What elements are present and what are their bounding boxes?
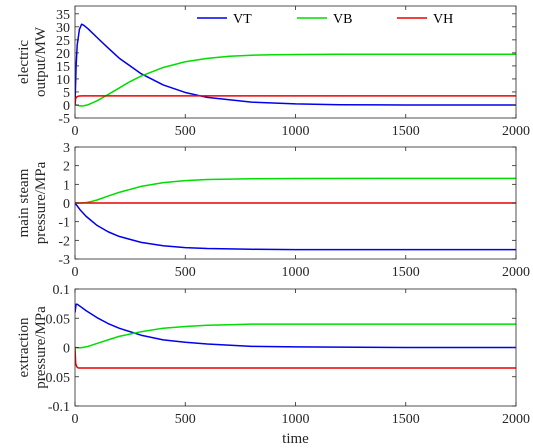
y-axis-label-line: electric — [16, 40, 32, 84]
y-tick-label: -5 — [58, 112, 70, 127]
y-tick-label: -0.1 — [48, 400, 70, 415]
y-tick-label: 2 — [63, 160, 70, 175]
x-tick-label: 2000 — [502, 124, 530, 139]
y-tick-label: -0.05 — [41, 371, 70, 386]
series-line-vh — [75, 347, 516, 369]
x-tick-label: 500 — [175, 124, 196, 139]
y-axis-label: electricoutput/MW — [16, 26, 49, 97]
y-tick-label: 15 — [56, 60, 70, 75]
x-tick-label: 500 — [175, 265, 196, 280]
y-tick-label: 30 — [56, 21, 70, 36]
x-tick-label: 0 — [72, 124, 79, 139]
y-tick-label: 0 — [63, 197, 70, 212]
series-line-vb — [75, 323, 516, 349]
legend-label-vh: VH — [433, 12, 453, 27]
y-tick-label: 0.05 — [46, 312, 71, 327]
y-axis-label-line: pressure/MPa — [33, 161, 49, 244]
y-tick-label: 10 — [56, 73, 70, 88]
y-tick-label: 0.1 — [53, 283, 71, 298]
series-line-vt — [75, 23, 516, 106]
series-line-vh — [75, 95, 516, 106]
x-tick-label: 500 — [175, 412, 196, 427]
x-tick-label: 1500 — [392, 265, 420, 280]
series-line-vb — [75, 53, 516, 107]
y-tick-label: 1 — [63, 178, 70, 193]
x-tick-label: 1000 — [282, 124, 310, 139]
subplot-1: 0 500 1000 1500 2000-505101520253035electric… — [16, 5, 530, 139]
series-line-vt — [75, 303, 516, 349]
y-tick-label: 25 — [56, 34, 70, 49]
series-line-vt — [75, 202, 516, 251]
y-axis-label: main steampressure/MPa — [16, 161, 49, 244]
y-tick-label: -2 — [58, 234, 70, 249]
y-tick-label: 0 — [63, 99, 70, 114]
x-tick-label: 1000 — [282, 265, 310, 280]
x-tick-label: 1500 — [392, 124, 420, 139]
y-axis-label-line: pressure/MPa — [33, 306, 49, 389]
x-axis-label: time — [282, 431, 309, 447]
y-axis-label-line: output/MW — [33, 26, 49, 97]
y-axis-label-line: main steam — [16, 168, 32, 237]
series-line-vb — [75, 177, 516, 204]
legend: VT VB VH — [197, 12, 453, 27]
subplot-3: 0 500 1000 1500 2000 -0.1 -0.05 0 0.05 0.1 extract… — [16, 283, 530, 447]
y-tick-label: 20 — [56, 47, 70, 62]
x-tick-label: 2000 — [502, 412, 530, 427]
y-tick-label: -1 — [58, 216, 70, 231]
subplot-2: 0 500 1000 1500 2000 -3 -2 -1 0 1 2 3 main steampres… — [16, 141, 530, 280]
legend-label-vt: VT — [233, 12, 252, 27]
y-tick-label: 5 — [63, 86, 70, 101]
x-tick-label: 0 — [72, 412, 79, 427]
legend-label-vb: VB — [333, 12, 352, 27]
y-tick-label: -3 — [58, 253, 70, 268]
y-tick-label: 35 — [56, 8, 70, 23]
y-axis-label: extractionpressure/MPa — [16, 306, 49, 389]
y-tick-label: 3 — [63, 141, 70, 156]
y-axis-label-line: extraction — [16, 317, 32, 377]
y-tick-label: 0 — [63, 342, 70, 357]
x-tick-label: 1000 — [282, 412, 310, 427]
x-tick-label: 2000 — [502, 265, 530, 280]
x-tick-label: 1500 — [392, 412, 420, 427]
x-tick-label: 0 — [72, 265, 79, 280]
